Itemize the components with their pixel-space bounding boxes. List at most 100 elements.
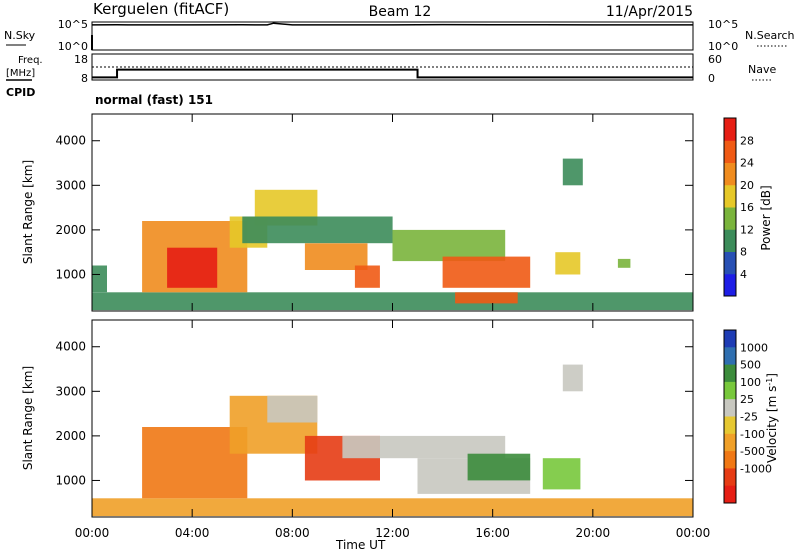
power-region <box>167 247 218 288</box>
cpid-text: normal (fast) 151 <box>95 93 213 107</box>
power-colorbar-tick: 4 <box>740 268 747 281</box>
power-region <box>562 158 583 186</box>
power-region <box>92 265 107 293</box>
velocity-colorbar-swatch <box>724 485 736 504</box>
power-colorbar-tick: 20 <box>740 179 754 192</box>
velocity-colorbar-tick: 100 <box>740 376 761 389</box>
freq-series-line <box>92 68 693 79</box>
velocity-colorbar-swatch <box>724 416 736 435</box>
velocity-colorbar-swatch <box>724 468 736 487</box>
velocity-colorbar-tick: -25 <box>740 411 758 424</box>
x-tick-label: 08:00 <box>275 526 310 540</box>
y-tick-label: 2000 <box>55 429 86 443</box>
velocity-colorbar-swatch <box>724 330 736 348</box>
nsearch-label: N.Search <box>745 29 795 42</box>
power-region <box>92 292 693 311</box>
velocity-y-axis: 1000 2000 3000 4000 <box>55 340 693 487</box>
y-tick-label: 4000 <box>55 340 86 354</box>
power-colorbar-tick: 28 <box>740 134 754 147</box>
power-colorbar-frame <box>723 117 737 297</box>
power-colorbar-swatch <box>724 251 736 275</box>
x-tick-label: 04:00 <box>175 526 210 540</box>
velocity-x-axis: 00:00 04:00 08:00 12:00 16:00 20:00 00:00 <box>75 320 711 540</box>
power-heatmap <box>92 158 693 311</box>
nsky-tick-bottom: 10^0 <box>58 40 88 53</box>
power-colorbar: 4 8 12 16 20 24 28 <box>723 117 754 297</box>
power-colorbar-swatch <box>724 207 736 230</box>
freq-label: Freq. <box>18 55 43 66</box>
velocity-y-axis-label: Slant Range [km] <box>21 366 35 470</box>
velocity-colorbar-swatch <box>724 433 736 452</box>
power-colorbar-label: Power [dB] <box>759 185 773 250</box>
nave-tick-top: 60 <box>708 53 722 66</box>
power-colorbar-swatch <box>724 229 736 252</box>
power-x-tick-marks <box>91 114 694 311</box>
y-tick-label: 3000 <box>55 384 86 398</box>
velocity-colorbar-tick: 500 <box>740 359 761 372</box>
velocity-colorbar: 1000 500 100 25 -25 -100 -500 -1000 <box>723 329 772 504</box>
x-axis-label: Time UT <box>335 538 386 552</box>
velocity-region <box>92 498 693 517</box>
velocity-colorbar-swatch <box>724 364 736 383</box>
nave-tick-bottom: 0 <box>708 72 715 85</box>
x-tick-label: 20:00 <box>576 526 611 540</box>
velocity-colorbar-tick: 1000 <box>740 341 768 354</box>
power-y-axis: 1000 2000 3000 4000 <box>55 134 693 281</box>
freq-tick-bottom: 8 <box>81 72 88 85</box>
power-y-axis-label: Slant Range [km] <box>21 160 35 264</box>
velocity-colorbar-frame <box>723 329 737 504</box>
y-tick-label: 3000 <box>55 178 86 192</box>
noise-panel-frame <box>91 21 694 51</box>
site-title: Kerguelen (fitACF) <box>93 0 229 18</box>
nsky-series-line <box>91 22 693 26</box>
velocity-region <box>267 395 318 423</box>
velocity-colorbar-tick: -500 <box>740 445 765 458</box>
velocity-heatmap <box>92 364 693 517</box>
nsearch-tick-top: 10^5 <box>708 18 738 31</box>
velocity-colorbar-tick: -100 <box>740 428 765 441</box>
velocity-colorbar-tick: 25 <box>740 393 754 406</box>
nave-label: Nave <box>748 63 776 76</box>
power-region <box>354 265 380 288</box>
velocity-region <box>467 453 531 481</box>
power-colorbar-swatch <box>724 184 736 208</box>
power-colorbar-tick: 12 <box>740 223 754 236</box>
x-tick-label: 16:00 <box>475 526 510 540</box>
nsky-label: N.Sky <box>4 29 36 42</box>
power-region <box>617 258 631 268</box>
y-tick-label: 4000 <box>55 134 86 148</box>
power-region <box>442 256 531 288</box>
freq-tick-top: 18 <box>74 53 88 66</box>
power-colorbar-tick: 16 <box>740 201 754 214</box>
cpid-label: CPID <box>6 86 35 99</box>
power-region <box>555 252 581 275</box>
velocity-colorbar-swatch <box>724 381 736 400</box>
power-colorbar-tick: 8 <box>740 246 747 259</box>
velocity-colorbar-label: Velocity [m s-1] <box>765 373 780 463</box>
velocity-colorbar-swatch <box>724 399 736 417</box>
power-colorbar-swatch <box>724 162 736 186</box>
date-title: 11/Apr/2015 <box>606 4 693 20</box>
beam-title: Beam 12 <box>369 4 432 20</box>
power-colorbar-swatch <box>724 118 736 141</box>
nsky-tick-top: 10^5 <box>58 18 88 31</box>
y-tick-label: 1000 <box>55 473 86 487</box>
x-tick-label: 00:00 <box>676 526 711 540</box>
x-tick-label: 00:00 <box>75 526 110 540</box>
power-region <box>455 292 518 304</box>
nsearch-tick-bottom: 10^0 <box>708 40 738 53</box>
power-region <box>392 229 506 262</box>
power-colorbar-tick: 24 <box>740 157 754 170</box>
velocity-colorbar-tick: -1000 <box>740 462 772 475</box>
velocity-colorbar-swatch <box>724 451 736 469</box>
power-region <box>242 216 393 244</box>
x-tick-label: 12:00 <box>375 526 410 540</box>
velocity-region <box>342 435 506 459</box>
velocity-region <box>562 364 583 392</box>
velocity-region <box>542 458 581 490</box>
power-colorbar-swatch <box>724 140 736 163</box>
freq-unit-label: [MHz] <box>6 68 35 79</box>
y-tick-label: 2000 <box>55 223 86 237</box>
y-tick-label: 1000 <box>55 267 86 281</box>
